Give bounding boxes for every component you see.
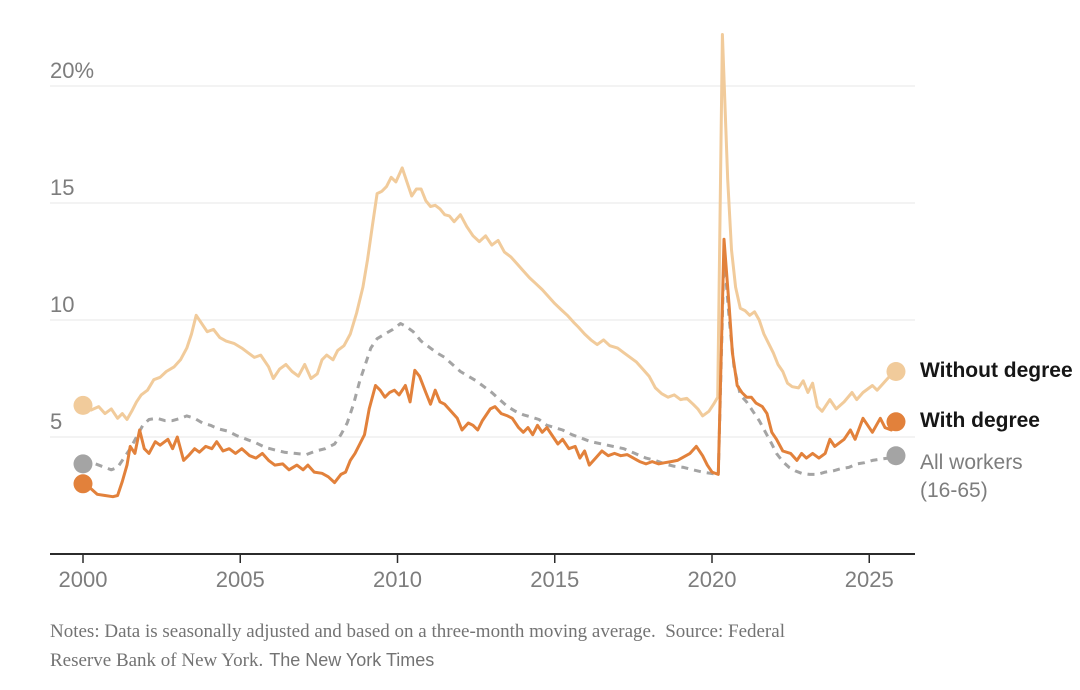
x-tick-label-2010: 2010 xyxy=(373,567,422,592)
x-tick-label-2025: 2025 xyxy=(845,567,894,592)
nyt-credit: The New York Times xyxy=(269,650,435,670)
x-tick-label-2005: 2005 xyxy=(216,567,265,592)
series-start-dot-without-degree xyxy=(73,395,93,415)
legend-all-workers-line1: All workers xyxy=(920,451,1023,474)
x-tick-label-2020: 2020 xyxy=(688,567,737,592)
series-line-with-degree xyxy=(81,237,898,499)
y-tick-label-10: 10 xyxy=(50,292,74,317)
legend-label-with-degree: With degree xyxy=(920,409,1040,432)
y-tick-label-5: 5 xyxy=(50,409,62,434)
y-tick-label-20: 20% xyxy=(50,58,94,83)
x-tick-label-2000: 2000 xyxy=(59,567,108,592)
series-line-all-workers xyxy=(82,253,897,476)
series-start-dot-with-degree xyxy=(73,474,93,494)
series-end-dot-all-workers xyxy=(886,446,906,466)
series-start-dot-all-workers xyxy=(73,454,93,474)
legend-all-workers-line2: (16-65) xyxy=(920,479,988,502)
chart-notes: Notes: Data is seasonally adjusted and b… xyxy=(50,617,1060,675)
notes-line2: Reserve Bank of New York. xyxy=(50,650,264,671)
series-line-without-degree xyxy=(81,33,898,421)
y-tick-label-15: 15 xyxy=(50,175,74,200)
series-end-dot-without-degree xyxy=(886,361,906,381)
legend-label-without-degree: Without degree xyxy=(920,359,1073,382)
legend-label-all-workers: All workers (16-65) xyxy=(920,449,1023,505)
x-tick-label-2015: 2015 xyxy=(530,567,579,592)
notes-line1: Notes: Data is seasonally adjusted and b… xyxy=(50,621,785,642)
series-end-dot-with-degree xyxy=(886,412,906,432)
